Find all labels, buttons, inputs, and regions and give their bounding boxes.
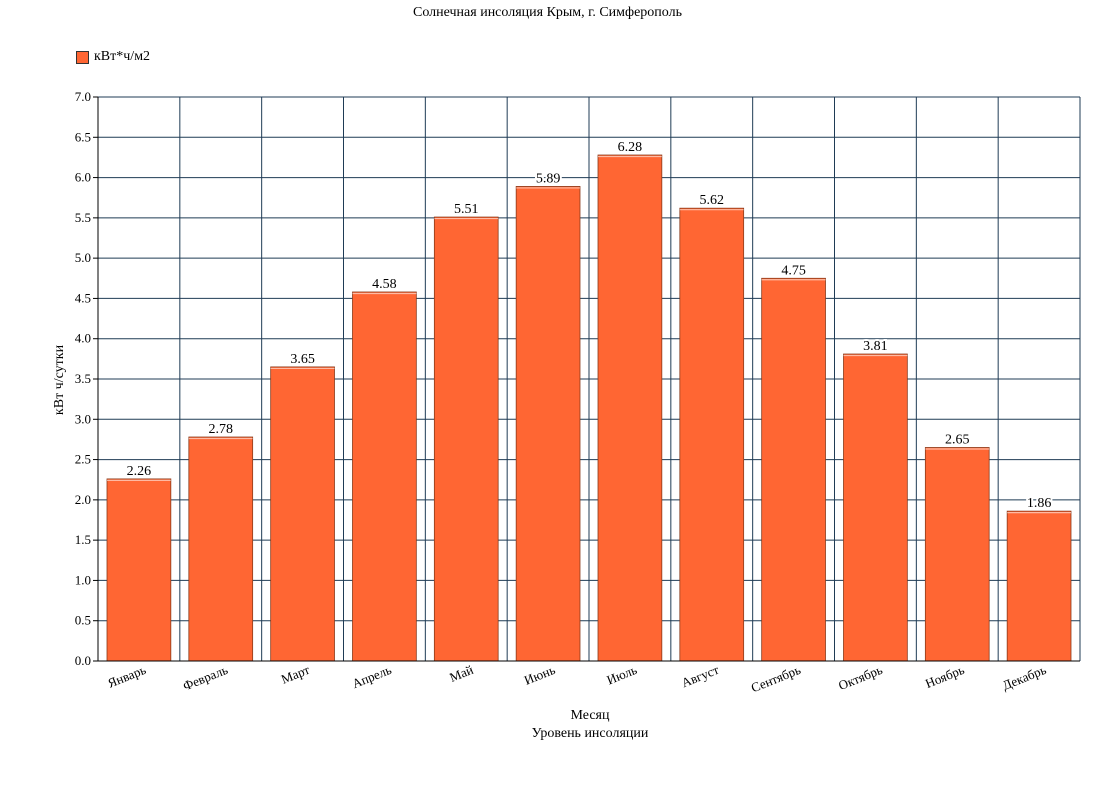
bar: [188, 436, 254, 662]
bar: [679, 207, 745, 662]
bar: [1006, 510, 1072, 662]
y-tick-label: 3.5: [75, 371, 91, 386]
data-label: 6.28: [618, 140, 643, 155]
y-tick-label: 7.0: [75, 89, 91, 104]
bar: [270, 366, 335, 662]
x-tick-label: Июнь: [522, 662, 557, 688]
y-tick-label: 3.0: [75, 411, 91, 426]
y-tick-label: 5.5: [75, 210, 91, 225]
bar: [597, 154, 663, 662]
bar: [924, 447, 990, 662]
x-tick-label: Апрель: [350, 662, 394, 691]
y-tick-label: 1.0: [75, 572, 91, 587]
bar: [843, 353, 908, 662]
y-tick-label: 5.0: [75, 250, 91, 265]
bar: [761, 277, 826, 662]
data-label: 5.51: [454, 202, 479, 217]
x-tick-label: Июль: [604, 662, 639, 688]
data-label: 1.86: [1027, 496, 1052, 511]
x-tick-label: Ноябрь: [923, 662, 966, 691]
x-tick-label: Май: [447, 662, 475, 685]
data-label: 2.65: [945, 432, 970, 447]
x-tick-label: Март: [279, 662, 312, 687]
data-label: 3.65: [290, 352, 315, 367]
data-label: 5.89: [536, 171, 561, 186]
legend-label: кВт*ч/м2: [94, 49, 151, 64]
bar: [515, 186, 581, 662]
data-label: 5.62: [700, 193, 725, 208]
chart-caption: Уровень инсоляции: [531, 726, 649, 741]
x-tick-label: Сентябрь: [749, 662, 803, 695]
legend: кВт*ч/м2: [76, 49, 150, 65]
y-tick-label: 2.5: [75, 452, 91, 467]
y-tick-label: 2.0: [75, 492, 91, 507]
x-axis-title: Месяц: [570, 708, 610, 723]
y-tick-label: 6.5: [75, 129, 91, 144]
bar: [352, 291, 417, 662]
x-tick-label: Октябрь: [836, 662, 884, 693]
x-tick-label: Январь: [106, 662, 149, 691]
y-tick-label: 1.5: [75, 532, 91, 547]
data-label: 4.58: [372, 277, 397, 292]
y-tick-label: 4.0: [75, 331, 91, 346]
y-tick-label: 6.0: [75, 170, 91, 185]
x-tick-label: Февраль: [181, 662, 230, 694]
y-tick-label: 0.5: [75, 613, 91, 628]
data-label: 2.78: [209, 422, 234, 437]
legend-swatch: [76, 50, 89, 64]
data-label: 2.26: [127, 464, 152, 479]
x-tick-label: Декабрь: [1000, 662, 1048, 693]
bar: [433, 216, 499, 662]
bar: [106, 478, 172, 662]
data-label: 4.75: [781, 263, 806, 278]
data-label: 3.81: [863, 339, 888, 354]
x-tick-label: Август: [679, 662, 721, 691]
y-tick-label: 4.5: [75, 290, 91, 305]
y-tick-label: 0.0: [75, 653, 91, 668]
chart-title: Солнечная инсоляция Крым, г. Симферополь: [413, 5, 682, 20]
